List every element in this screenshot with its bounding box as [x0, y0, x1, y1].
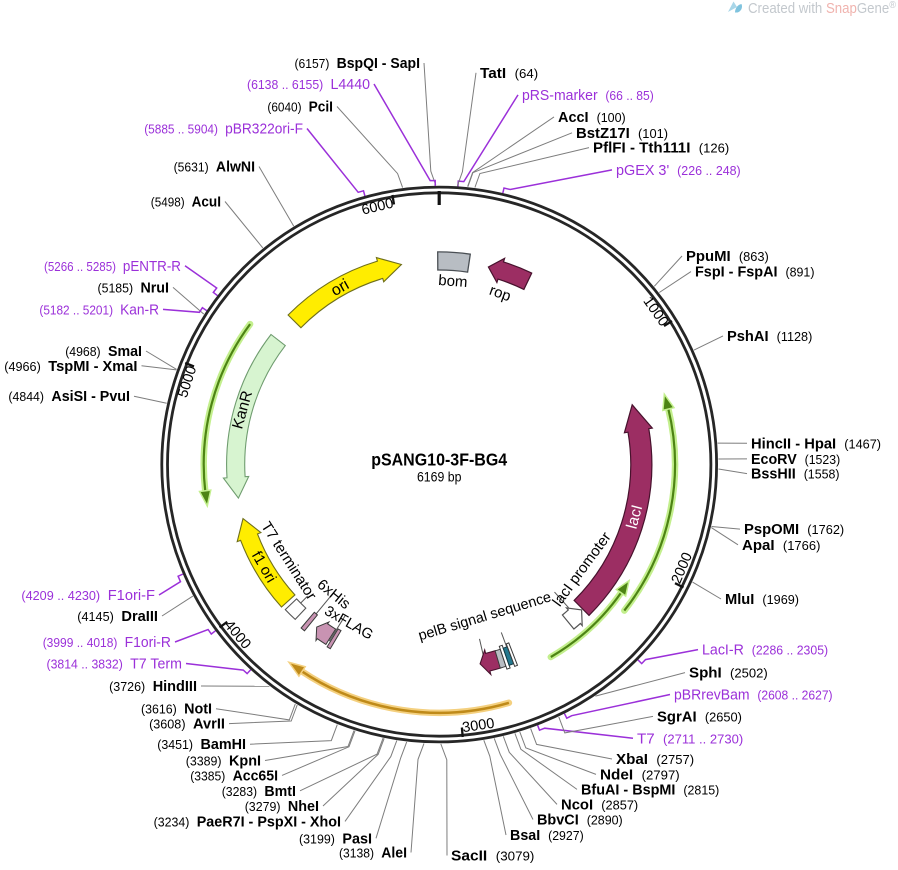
- svg-text:(4844) AsiSI - PvuI: (4844) AsiSI - PvuI: [8, 389, 130, 405]
- svg-text:pGEX 3' (226 .. 248): pGEX 3' (226 .. 248): [616, 163, 741, 179]
- svg-text:(3234) PaeR7I - PspXI - XhoI: (3234) PaeR7I - PspXI - XhoI: [154, 814, 341, 830]
- svg-text:LacI-R (2286 .. 2305): LacI-R (2286 .. 2305): [702, 643, 828, 659]
- svg-text:T7 (2711 .. 2730): T7 (2711 .. 2730): [637, 731, 743, 747]
- svg-text:pRS-marker (66 .. 85): pRS-marker (66 .. 85): [522, 88, 654, 104]
- svg-text:BfuAI - BspMI (2815): BfuAI - BspMI (2815): [581, 782, 719, 798]
- svg-text:PshAI (1128): PshAI (1128): [727, 329, 812, 345]
- svg-text:6000: 6000: [360, 196, 395, 219]
- svg-text:(5498) AcuI: (5498) AcuI: [151, 195, 221, 211]
- svg-text:BbvCI (2890): BbvCI (2890): [537, 813, 623, 829]
- svg-text:EcoRV (1523): EcoRV (1523): [751, 452, 840, 468]
- svg-text:(4968) SmaI: (4968) SmaI: [65, 344, 142, 360]
- svg-text:TatI (64): TatI (64): [480, 66, 538, 82]
- svg-text:(3199) PasI: (3199) PasI: [299, 831, 372, 847]
- svg-text:(4209 .. 4230) F1ori-F: (4209 .. 4230) F1ori-F: [21, 588, 155, 604]
- svg-text:(3999 .. 4018) F1ori-R: (3999 .. 4018) F1ori-R: [43, 635, 171, 651]
- svg-text:(3608) AvrII: (3608) AvrII: [149, 717, 225, 733]
- svg-text:(3451) BamHI: (3451) BamHI: [157, 737, 246, 753]
- svg-text:(6157) BspQI - SapI: (6157) BspQI - SapI: [295, 56, 421, 72]
- svg-text:MluI (1969): MluI (1969): [725, 592, 799, 608]
- svg-text:pBRrevBam (2608 .. 2627): pBRrevBam (2608 .. 2627): [674, 688, 833, 704]
- svg-text:(3389) KpnI: (3389) KpnI: [186, 754, 261, 770]
- svg-text:(5182 .. 5201) Kan-R: (5182 .. 5201) Kan-R: [39, 302, 159, 318]
- svg-text:BssHII (1558): BssHII (1558): [751, 467, 840, 483]
- svg-text:(5185) NruI: (5185) NruI: [98, 280, 170, 296]
- svg-text:(3726) HindIII: (3726) HindIII: [109, 679, 197, 695]
- svg-text:pSANG10-3F-BG4: pSANG10-3F-BG4: [371, 450, 507, 470]
- svg-text:6169 bp: 6169 bp: [417, 470, 462, 485]
- svg-text:bom: bom: [438, 272, 468, 291]
- svg-text:PspOMI (1762): PspOMI (1762): [744, 522, 844, 538]
- svg-text:(6040) PciI: (6040) PciI: [267, 100, 333, 116]
- svg-text:(3616) NotI: (3616) NotI: [141, 702, 212, 718]
- svg-text:(6138 .. 6155) L4440: (6138 .. 6155) L4440: [247, 77, 370, 93]
- svg-text:AccI (100): AccI (100): [558, 110, 626, 126]
- svg-text:(3279) NheI: (3279) NheI: [245, 799, 319, 815]
- svg-text:3000: 3000: [461, 716, 495, 737]
- svg-text:(3283) BmtI: (3283) BmtI: [222, 784, 296, 800]
- svg-text:ori: ori: [328, 276, 352, 300]
- svg-text:lacI: lacI: [624, 503, 647, 531]
- svg-text:PflFI - Tth111I (126): PflFI - Tth111I (126): [593, 141, 729, 157]
- svg-text:HincII - HpaI (1467): HincII - HpaI (1467): [751, 436, 881, 452]
- svg-text:(5266 .. 5285) pENTR-R: (5266 .. 5285) pENTR-R: [44, 259, 181, 275]
- svg-text:(3814 .. 3832) T7 Term: (3814 .. 3832) T7 Term: [47, 657, 183, 673]
- svg-text:FspI - FspAI (891): FspI - FspAI (891): [695, 265, 815, 281]
- svg-text:PpuMI (863): PpuMI (863): [686, 249, 769, 265]
- svg-text:Created with SnapGene®: Created with SnapGene®: [748, 0, 897, 17]
- svg-text:rop: rop: [487, 282, 513, 305]
- svg-text:(4966) TspMI - XmaI: (4966) TspMI - XmaI: [4, 359, 137, 375]
- svg-text:SgrAI (2650): SgrAI (2650): [657, 709, 742, 725]
- svg-text:(3138) AleI: (3138) AleI: [339, 846, 407, 862]
- svg-text:NdeI (2797): NdeI (2797): [600, 767, 680, 783]
- svg-text:BstZ17I (101): BstZ17I (101): [576, 126, 668, 142]
- svg-text:(3385) Acc65I: (3385) Acc65I: [190, 768, 278, 784]
